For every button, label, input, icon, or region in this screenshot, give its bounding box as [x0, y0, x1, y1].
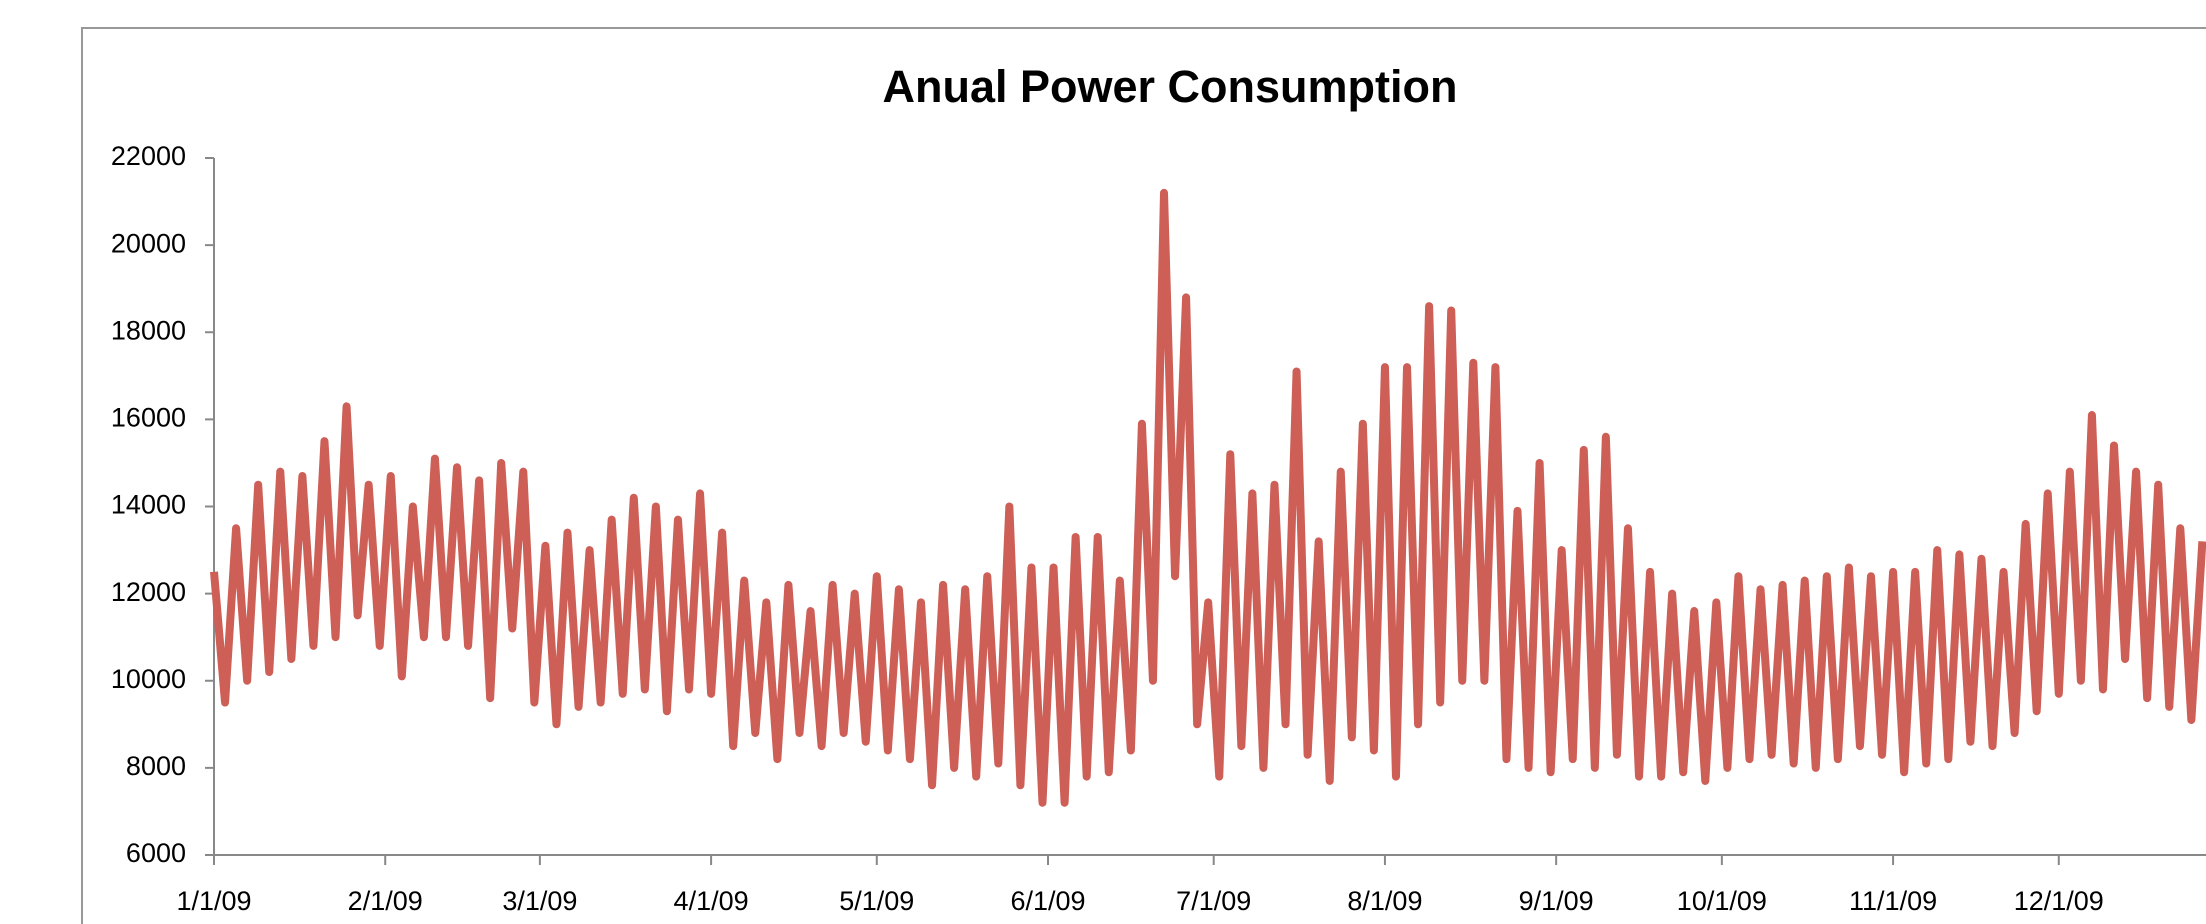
- x-tick-label: 4/1/09: [674, 886, 749, 916]
- x-tick-label: 9/1/09: [1519, 886, 1594, 916]
- y-tick-label: 20000: [111, 228, 186, 258]
- chart-border: [81, 27, 2206, 924]
- data-line: [210, 188, 2206, 807]
- x-tick-label: 8/1/09: [1347, 886, 1422, 916]
- y-tick-label: 16000: [111, 403, 186, 433]
- y-tick-label: 6000: [126, 838, 186, 868]
- x-tick-label: 1/1/09: [176, 886, 251, 916]
- x-tick-label: 12/1/09: [2014, 886, 2104, 916]
- x-tick-label: 7/1/09: [1176, 886, 1251, 916]
- y-tick-label: 22000: [111, 141, 186, 171]
- x-tick-label: 10/1/09: [1677, 886, 1767, 916]
- y-tick-label: 18000: [111, 315, 186, 345]
- x-tick-label: 2/1/09: [348, 886, 423, 916]
- x-tick-label: 3/1/09: [502, 886, 577, 916]
- y-tick-label: 8000: [126, 751, 186, 781]
- y-tick-label: 10000: [111, 664, 186, 694]
- chart-title: Anual Power Consumption: [882, 61, 1457, 112]
- x-tick-label: 6/1/09: [1010, 886, 1085, 916]
- y-tick-label: 12000: [111, 577, 186, 607]
- y-tick-label: 14000: [111, 490, 186, 520]
- x-tick-label: 11/1/09: [1849, 886, 1937, 916]
- x-tick-label: 5/1/09: [839, 886, 914, 916]
